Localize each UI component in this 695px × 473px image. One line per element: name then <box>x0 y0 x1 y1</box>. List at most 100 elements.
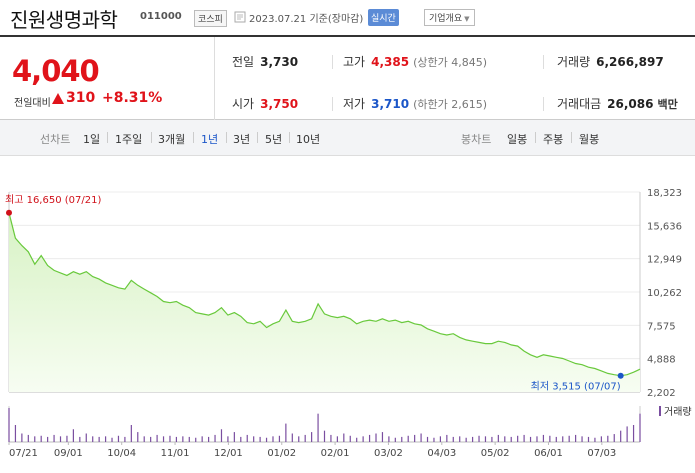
prev-close-value: 3,730 <box>260 55 299 69</box>
x-tick-label: 10/04 <box>107 448 136 459</box>
y-tick-label: 18,323 <box>647 188 682 199</box>
volume-bar <box>484 436 487 442</box>
volume-bar <box>175 436 178 442</box>
volume-bar <box>188 436 190 442</box>
high-price: 고가 4,385 (상한가 4,845) <box>343 53 487 70</box>
volume-label: 거래량 <box>557 55 591 69</box>
current-price: 4,040 <box>12 54 100 88</box>
volume-bar <box>626 426 628 442</box>
volume-bar <box>349 435 351 442</box>
volume-bar <box>156 434 158 442</box>
low-marker <box>617 372 624 379</box>
line-chart-title: 선차트 <box>40 133 71 146</box>
tab-5y[interactable]: 5년 <box>265 133 283 146</box>
price-line <box>8 212 641 377</box>
volume-bar <box>388 436 390 442</box>
volume-value: 6,266,897 <box>596 55 664 69</box>
stock-header: 진원생명과학 011000 코스피 2023.07.21 기준(장마감) 실시간… <box>0 0 695 35</box>
x-tick-label: 04/03 <box>427 448 456 459</box>
price-area <box>9 212 640 392</box>
volume-bar <box>117 435 120 442</box>
volume-bar <box>581 436 583 442</box>
tab-10y[interactable]: 10년 <box>296 133 321 146</box>
volume-bar <box>336 436 338 442</box>
open-value: 3,750 <box>260 97 299 111</box>
realtime-button[interactable]: 실시간 <box>368 9 399 26</box>
corp-info-label: 기업개요 <box>429 14 463 24</box>
high-label: 고가 <box>343 55 366 69</box>
volume-bar <box>459 436 461 442</box>
volume-bar <box>523 434 525 442</box>
volume-bar <box>368 434 371 442</box>
volume-bar <box>124 436 126 442</box>
divider <box>193 132 194 143</box>
upper-limit: (상한가 4,845) <box>413 56 487 69</box>
trade-amount: 거래대금 26,086 백만 <box>557 95 678 112</box>
tab-daily[interactable]: 일봉 <box>507 133 528 146</box>
price-change: 310 <box>66 90 96 106</box>
volume-bar <box>259 436 261 442</box>
clock-icon <box>234 11 246 23</box>
low-price: 저가 3,710 (하한가 2,615) <box>343 95 487 112</box>
low-value: 3,710 <box>371 97 410 111</box>
volume-bar <box>240 436 242 442</box>
volume-bar <box>439 436 441 442</box>
y-tick-label: 10,262 <box>647 288 682 299</box>
volume-bar <box>401 436 403 442</box>
y-tick-label: 4,888 <box>647 355 676 366</box>
volume-bar <box>420 433 422 442</box>
divider <box>332 97 333 111</box>
divider <box>571 132 572 143</box>
volume-bar <box>143 436 145 442</box>
volume-bar <box>343 433 345 442</box>
volume-bar <box>529 436 532 442</box>
tab-weekly[interactable]: 주봉 <box>543 133 564 146</box>
volume-bar <box>330 434 332 442</box>
volume-bar <box>265 437 268 442</box>
volume-bar <box>600 436 602 442</box>
y-tick-label: 15,636 <box>647 221 682 232</box>
price-chart: 18,32315,63612,94910,2627,5754,8882,202 … <box>5 188 692 459</box>
volume-bar <box>426 436 429 442</box>
volume-bar <box>394 437 396 442</box>
volume-bar <box>233 432 235 442</box>
corp-info-dropdown[interactable]: 기업개요 ▼ <box>424 9 475 26</box>
tab-1w[interactable]: 1주일 <box>115 133 143 146</box>
volume-bar <box>510 436 512 442</box>
divider <box>535 132 536 143</box>
divider <box>289 132 290 143</box>
volume-bar <box>304 434 306 442</box>
lower-limit: (하한가 2,615) <box>413 98 487 111</box>
amount-unit: 백만 <box>657 98 678 111</box>
volume-bar <box>613 434 615 442</box>
market-badge: 코스피 <box>194 10 227 27</box>
volume-bar <box>587 436 590 442</box>
divider <box>107 132 108 143</box>
tab-1d[interactable]: 1일 <box>83 133 101 146</box>
volume-bar <box>446 434 448 442</box>
volume-bar <box>72 429 74 442</box>
volume-bar <box>639 413 641 442</box>
y-tick-label: 12,949 <box>647 255 682 266</box>
x-axis-labels: 07/21 09/01 10/04 11/01 12/01 01/02 02/01 03/02… <box>8 442 616 459</box>
volume-bar <box>227 436 229 442</box>
amount-label: 거래대금 <box>557 97 602 111</box>
volume-bar <box>568 435 570 442</box>
volume-bar <box>465 437 467 442</box>
volume-bar <box>549 435 551 442</box>
tab-monthly[interactable]: 월봉 <box>579 133 600 146</box>
x-tick-label: 12/01 <box>214 448 243 459</box>
divider <box>543 97 544 111</box>
volume-bar <box>40 435 42 442</box>
tab-3m[interactable]: 3개월 <box>158 133 186 146</box>
volume-bar <box>291 433 293 442</box>
volume-legend-icon <box>659 406 661 416</box>
prev-close: 전일 3,730 <box>232 53 298 70</box>
volume-bar <box>214 434 216 442</box>
tab-1y[interactable]: 1년 <box>201 133 219 146</box>
volume-bar <box>272 436 274 442</box>
volume-bar <box>607 435 609 442</box>
volume-bar <box>246 434 248 442</box>
tab-3y[interactable]: 3년 <box>233 133 251 146</box>
volume-bar <box>491 436 493 442</box>
